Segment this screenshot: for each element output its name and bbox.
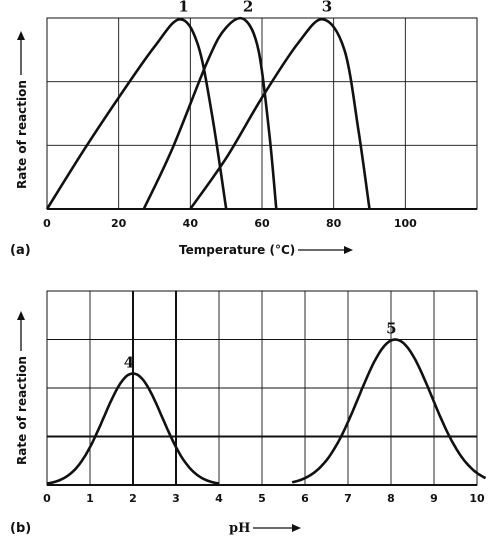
chart-a-x-axis-label: Temperature (°C) (179, 243, 295, 257)
chart-a-x-tick-label: 80 (326, 217, 342, 230)
chart-b-y-arrow (17, 311, 25, 351)
chart-a-x-ticks: 0 20 40 60 80 100 (43, 217, 417, 230)
chart-b-x-tick-label: 4 (215, 492, 223, 505)
chart-a-y-axis-label: Rate of reaction (15, 80, 29, 189)
chart-b-x-tick-label: 2 (129, 492, 137, 505)
chart-a-series-1-line (45, 18, 228, 210)
chart-a-peak-labels: 1 2 3 (178, 0, 332, 15)
chart-b-x-tick-label: 6 (301, 492, 309, 505)
chart-b-grid (47, 291, 477, 485)
chart-a-x-tick-label: 40 (183, 217, 199, 230)
chart-b-series-4-line (46, 372, 220, 485)
chart-a-x-tick-label: 100 (394, 217, 417, 230)
chart-b-x-tick-label: 7 (344, 492, 352, 505)
chart-a-x-tick-label: 60 (254, 217, 270, 230)
chart-b-series-5-label: 5 (386, 320, 396, 338)
chart-b-series-4-label: 4 (124, 353, 134, 371)
chart-a-series-2-line (142, 16, 278, 210)
chart-b-series-5-line (291, 338, 487, 484)
chart-b-x-tick-label: 10 (469, 492, 485, 505)
chart-b-x-tick-label: 0 (43, 492, 51, 505)
chart-b-x-arrow (253, 524, 301, 532)
chart-b-x-ticks: 0 1 2 3 4 5 6 7 8 9 10 (43, 492, 485, 505)
chart-a-y-arrow (17, 31, 25, 75)
chart-b-peak-labels: 45 (124, 320, 397, 372)
chart-b-y-axis-label: Rate of reaction (15, 356, 29, 465)
chart-a-x-tick-label: 20 (111, 217, 127, 230)
chart-a-series-3-label: 3 (322, 0, 332, 15)
chart-b-x-axis-label: pH (229, 521, 250, 536)
chart-a-series-3-line (189, 17, 371, 210)
chart-a-x-arrow (298, 246, 353, 254)
chart-b-x-tick-label: 8 (387, 492, 395, 505)
chart-a-panel-label: (a) (10, 243, 31, 258)
chart-a-series (45, 16, 371, 210)
chart-a-grid (47, 18, 477, 209)
chart-b-x-tick-label: 5 (258, 492, 266, 505)
chart-a-series-2-label: 2 (243, 0, 253, 15)
chart-a: 0 20 40 60 80 100 1 2 3 Rate of reaction (a) Te… (10, 0, 478, 258)
chart-b-x-tick-label: 1 (86, 492, 94, 505)
chart-b-panel-label: (b) (10, 521, 31, 536)
chart-b-x-tick-label: 3 (172, 492, 180, 505)
chart-b-x-tick-label: 9 (430, 492, 438, 505)
chart-b-series (46, 338, 487, 485)
chart-a-x-tick-label: 0 (43, 217, 51, 230)
chart-a-series-1-label: 1 (178, 0, 188, 15)
chart-b: 0 1 2 3 4 5 6 7 8 9 10 45 Rate of reaction (b) pH (10, 290, 487, 536)
